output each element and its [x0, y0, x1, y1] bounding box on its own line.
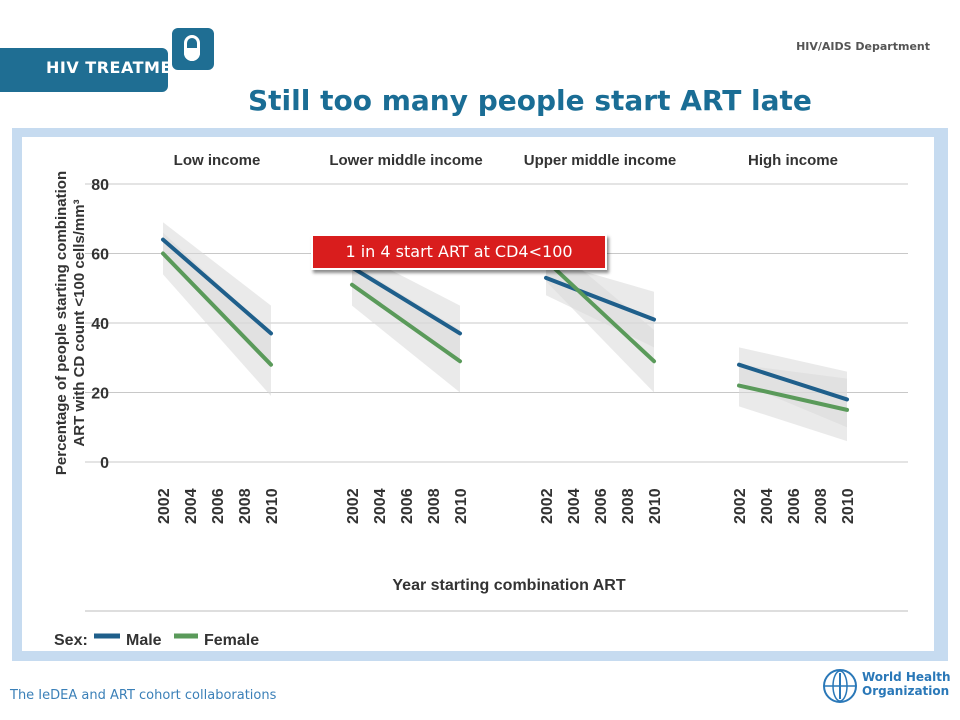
- series-line-male: [544, 275, 656, 322]
- x-tick-label: 2002: [732, 488, 749, 524]
- series-line-female: [737, 383, 849, 412]
- y-axis-label-line1: Percentage of people starting combinatio…: [53, 171, 70, 475]
- series-line-female: [350, 282, 462, 364]
- series-line-female: [161, 251, 273, 367]
- x-tick-label: 2006: [593, 488, 610, 524]
- x-tick-label: 2006: [210, 488, 227, 524]
- confidence-band: [546, 239, 654, 393]
- hiv-treatment-label: HIV TREATMENT: [46, 58, 198, 77]
- x-tick-label: 2008: [813, 488, 830, 524]
- x-tick-label: 2010: [647, 488, 664, 524]
- x-tick-label: 2010: [453, 488, 470, 524]
- confidence-band: [352, 263, 460, 393]
- y-tick-label: 0: [100, 455, 109, 472]
- pill-icon: [172, 28, 214, 70]
- line-chart: 0 20 40 60 80 Percentage of people starting c…: [53, 152, 908, 649]
- who-name-line1: World Health: [862, 670, 951, 684]
- x-tick-label: 2004: [759, 488, 776, 524]
- x-tick-label: 2006: [786, 488, 803, 524]
- hiv-treatment-banner: [0, 48, 168, 92]
- x-tick-label: 2006: [399, 488, 416, 524]
- y-tick-label: 40: [91, 316, 109, 333]
- legend-title: Sex:: [54, 632, 88, 649]
- x-tick-label: 2002: [156, 488, 173, 524]
- y-axis-label-line2: ART with CD count <100 cells/mm³: [71, 199, 88, 446]
- who-name-line2: Organization: [862, 684, 950, 698]
- legend-label-male: Male: [126, 632, 162, 649]
- x-tick-label: 2008: [237, 488, 254, 524]
- series-line-male: [350, 265, 462, 336]
- y-tick-label: 80: [91, 177, 109, 194]
- x-tick-label: 2010: [840, 488, 857, 524]
- panel-title: High income: [748, 152, 838, 169]
- x-tick-label: 2004: [566, 488, 583, 524]
- x-tick-label: 2004: [183, 488, 200, 524]
- y-tick-label: 20: [91, 386, 109, 403]
- panel-title: Lower middle income: [329, 152, 482, 169]
- x-tick-label: 2008: [620, 488, 637, 524]
- who-logo-icon: [823, 669, 857, 703]
- series-line-male: [737, 362, 849, 402]
- panel-title: Low income: [174, 152, 261, 169]
- x-tick-label: 2002: [539, 488, 556, 524]
- page-title: Still too many people start ART late: [248, 84, 812, 117]
- series-line-female: [544, 258, 656, 364]
- confidence-band: [739, 364, 847, 442]
- y-tick-label: 60: [91, 247, 109, 264]
- legend-label-female: Female: [204, 632, 259, 649]
- panel-title: Upper middle income: [524, 152, 677, 169]
- department-label: HIV/AIDS Department: [796, 40, 930, 53]
- x-tick-label: 2004: [372, 488, 389, 524]
- x-tick-label: 2008: [426, 488, 443, 524]
- x-axis-label: Year starting combination ART: [392, 577, 625, 594]
- callout-box: 1 in 4 start ART at CD4<100: [311, 234, 607, 270]
- confidence-band: [163, 232, 271, 396]
- x-tick-label: 2010: [264, 488, 281, 524]
- x-tick-label: 2002: [345, 488, 362, 524]
- who-name: World Health Organization: [862, 670, 951, 698]
- source-note: The IeDEA and ART cohort collaborations: [10, 688, 277, 703]
- series-line-male: [161, 237, 273, 336]
